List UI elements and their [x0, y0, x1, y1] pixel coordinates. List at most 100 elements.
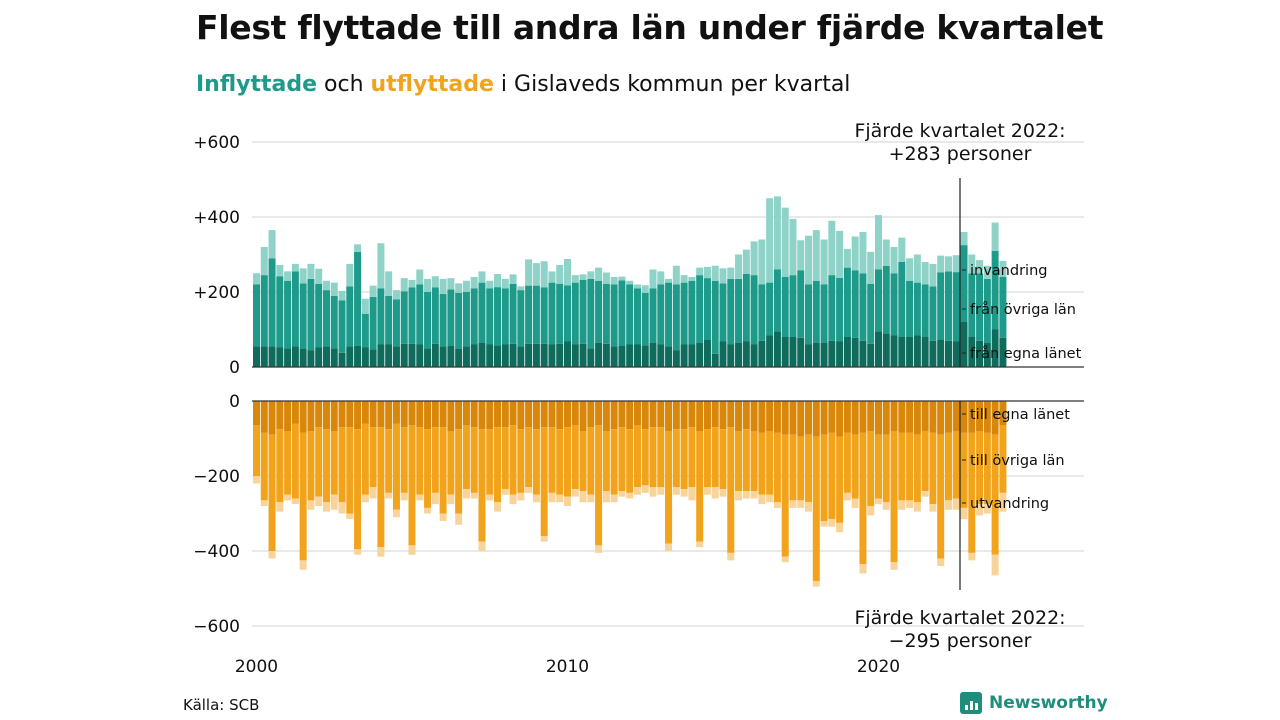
bar-out-emigration	[276, 502, 284, 512]
bar-in-other-counties	[548, 282, 556, 345]
bar-in-own-county	[773, 331, 781, 367]
bar-in-other-counties	[346, 286, 354, 347]
bar-in-own-county	[307, 350, 315, 367]
bar-out-own-county	[416, 401, 424, 428]
bar-in-immigration	[268, 230, 276, 259]
bar-out-other-counties	[509, 425, 517, 495]
bar-out-emigration	[253, 476, 260, 484]
bar-out-other-counties	[937, 434, 945, 559]
bar-out-emigration	[408, 545, 416, 555]
bar-out-emigration	[921, 491, 929, 497]
bar-out-emigration	[805, 502, 813, 512]
bar-out-emigration	[781, 556, 789, 563]
bar-out-emigration	[875, 498, 882, 505]
bar-in-own-county	[867, 343, 875, 367]
bar-in-own-county	[665, 346, 673, 367]
bar-out-emigration	[260, 500, 268, 506]
bar-out-other-counties	[641, 429, 649, 486]
bar-in-own-county	[843, 337, 851, 367]
bar-out-own-county	[820, 401, 828, 435]
bar-out-other-counties	[781, 434, 789, 557]
bar-in-own-county	[742, 341, 750, 367]
bar-in-other-counties	[758, 284, 766, 341]
bar-out-other-counties	[875, 434, 882, 499]
bar-out-emigration	[268, 551, 276, 559]
bar-out-other-counties	[276, 429, 284, 503]
source-note: Källa: SCB	[183, 696, 260, 714]
bar-in-immigration	[361, 298, 369, 314]
bar-in-other-counties	[392, 299, 400, 347]
bar-out-own-county	[424, 401, 432, 430]
bar-in-immigration	[556, 265, 564, 284]
bar-out-emigration	[330, 494, 338, 510]
bar-out-emigration	[960, 507, 968, 520]
bar-in-own-county	[976, 340, 984, 367]
bar-out-other-counties	[805, 434, 813, 503]
bar-out-other-counties	[812, 436, 820, 581]
bar-in-other-counties	[291, 271, 299, 347]
bar-in-other-counties	[315, 283, 323, 348]
bar-in-other-counties	[408, 287, 416, 344]
bar-out-own-county	[610, 401, 618, 430]
bar-in-own-county	[680, 344, 688, 367]
bar-in-own-county	[828, 340, 836, 367]
bar-in-other-counties	[944, 271, 952, 341]
bar-out-other-counties	[253, 425, 260, 476]
y-tick-label: 0	[229, 358, 240, 378]
bar-out-other-counties	[960, 432, 968, 508]
bar-in-other-counties	[937, 272, 945, 340]
bar-in-own-county	[564, 341, 571, 367]
bar-out-own-county	[750, 401, 758, 431]
bar-out-own-county	[999, 401, 1007, 426]
bar-out-other-counties	[913, 434, 921, 503]
bar-in-own-county	[766, 335, 774, 367]
bar-out-own-county	[330, 401, 338, 431]
bar-in-own-county	[315, 347, 323, 367]
bar-out-other-counties	[711, 427, 719, 488]
bar-out-other-counties	[322, 429, 330, 503]
bar-in-immigration	[789, 218, 797, 276]
bar-out-own-county	[385, 401, 393, 430]
bar-in-own-county	[960, 322, 968, 367]
bar-in-own-county	[657, 344, 665, 367]
bar-out-emigration	[789, 500, 797, 508]
bar-out-emigration	[532, 494, 540, 503]
bar-in-immigration	[354, 244, 362, 252]
bar-in-own-county	[781, 337, 789, 367]
bar-in-immigration	[346, 263, 354, 287]
bar-in-own-county	[431, 343, 439, 367]
bar-out-own-county	[439, 401, 447, 428]
y-tick-label: +600	[193, 133, 240, 153]
bar-out-own-county	[851, 401, 859, 435]
bar-in-other-counties	[727, 278, 735, 345]
bar-in-other-counties	[556, 283, 564, 344]
bar-in-immigration	[937, 255, 945, 273]
bar-in-own-county	[641, 345, 649, 367]
bar-in-immigration	[680, 275, 688, 283]
bar-in-own-county	[517, 346, 525, 367]
bar-out-other-counties	[750, 431, 758, 491]
bar-out-own-county	[315, 401, 323, 428]
bar-out-emigration	[882, 502, 890, 510]
bar-in-immigration	[843, 248, 851, 268]
bar-in-immigration	[587, 271, 595, 279]
bar-out-other-counties	[338, 427, 346, 503]
bar-out-emigration	[385, 492, 393, 499]
bar-in-other-counties	[773, 269, 781, 332]
bar-in-immigration	[952, 255, 960, 273]
bar-out-emigration	[494, 502, 502, 512]
bar-in-own-county	[688, 344, 696, 367]
bar-out-other-counties	[291, 423, 299, 499]
bar-in-other-counties	[260, 275, 268, 347]
series-label: från egna länet	[970, 345, 1082, 362]
bar-out-emigration	[602, 491, 610, 503]
bar-in-own-county	[952, 341, 960, 367]
bar-in-immigration	[999, 260, 1007, 277]
bar-out-emigration	[742, 491, 750, 499]
bar-in-immigration	[260, 247, 268, 276]
brand-name: Newsworthy	[989, 693, 1108, 713]
bar-out-own-county	[976, 401, 984, 431]
bar-in-other-counties	[875, 269, 882, 332]
bar-in-immigration	[377, 243, 385, 289]
bar-in-other-counties	[595, 280, 603, 343]
